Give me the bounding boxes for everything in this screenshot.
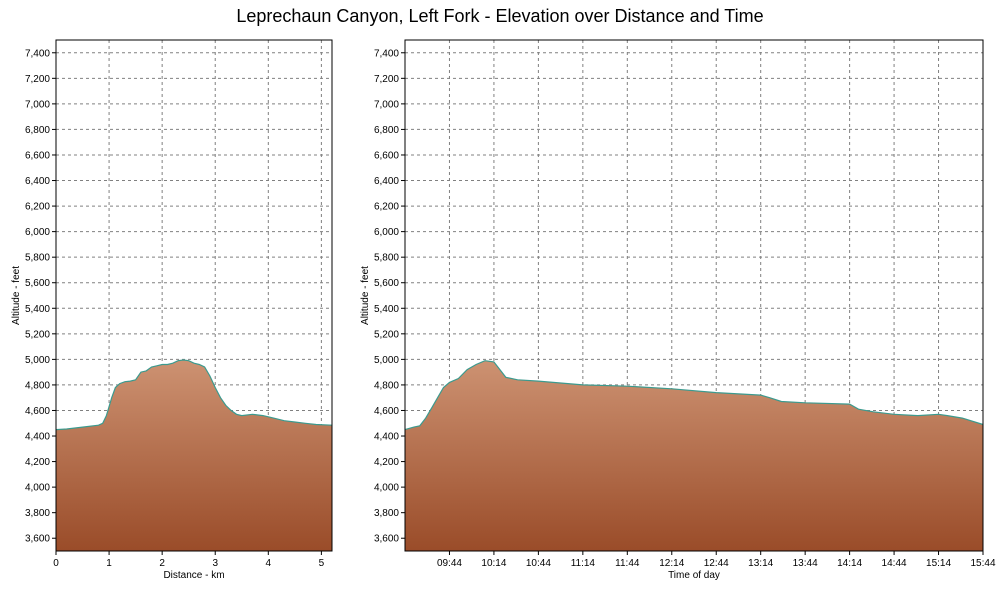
y-axis-title: Altitude - feet bbox=[11, 266, 22, 325]
y-tick-label: 4,200 bbox=[25, 457, 50, 468]
y-axis-title: Altitude - feet bbox=[360, 266, 371, 325]
x-tick-label: 13:44 bbox=[793, 558, 818, 569]
elevation-line bbox=[55, 359, 333, 431]
y-tick-label: 5,200 bbox=[374, 329, 399, 340]
y-tick-label: 5,200 bbox=[25, 329, 50, 340]
x-tick-label: 10:44 bbox=[526, 558, 551, 569]
y-tick-label: 6,600 bbox=[25, 150, 50, 161]
y-tick-label: 7,200 bbox=[374, 74, 399, 85]
y-tick-label: 3,600 bbox=[25, 534, 50, 545]
x-tick-label: 0 bbox=[53, 558, 59, 569]
y-tick-label: 6,000 bbox=[374, 227, 399, 238]
y-tick-label: 5,400 bbox=[25, 304, 50, 315]
y-tick-label: 6,800 bbox=[25, 125, 50, 136]
x-tick-label: 13:14 bbox=[748, 558, 773, 569]
page-title: Leprechaun Canyon, Left Fork - Elevation… bbox=[236, 6, 764, 26]
y-tick-label: 7,400 bbox=[25, 48, 50, 59]
y-tick-label: 6,800 bbox=[374, 125, 399, 136]
x-axis-title: Time of day bbox=[668, 570, 720, 581]
y-tick-label: 5,400 bbox=[374, 304, 399, 315]
y-tick-label: 4,400 bbox=[374, 432, 399, 443]
y-tick-label: 7,400 bbox=[374, 48, 399, 59]
y-tick-label: 5,000 bbox=[25, 355, 50, 366]
y-tick-label: 6,000 bbox=[25, 227, 50, 238]
y-tick-label: 5,800 bbox=[374, 253, 399, 264]
y-tick-label: 6,200 bbox=[25, 202, 50, 213]
y-tick-label: 5,800 bbox=[25, 253, 50, 264]
y-tick-label: 5,000 bbox=[374, 355, 399, 366]
plot-frame bbox=[55, 39, 333, 552]
y-tick-label: 4,800 bbox=[25, 380, 50, 391]
x-tick-label: 09:44 bbox=[437, 558, 462, 569]
x-tick-label: 3 bbox=[212, 558, 218, 569]
y-tick-label: 3,800 bbox=[25, 508, 50, 519]
plot-frame bbox=[404, 39, 984, 552]
x-tick-label: 11:44 bbox=[615, 558, 640, 569]
y-tick-label: 4,200 bbox=[374, 457, 399, 468]
x-tick-label: 11:14 bbox=[571, 558, 596, 569]
x-axis-title: Distance - km bbox=[163, 570, 224, 581]
y-tick-label: 6,600 bbox=[374, 150, 399, 161]
y-tick-label: 4,800 bbox=[374, 380, 399, 391]
x-tick-label: 15:44 bbox=[970, 558, 995, 569]
x-tick-label: 14:44 bbox=[882, 558, 907, 569]
x-tick-label: 12:44 bbox=[704, 558, 729, 569]
x-tick-label: 15:14 bbox=[926, 558, 951, 569]
y-tick-label: 4,000 bbox=[25, 483, 50, 494]
x-tick-label: 2 bbox=[159, 558, 165, 569]
x-tick-label: 10:14 bbox=[481, 558, 506, 569]
elevation-area bbox=[56, 360, 332, 551]
y-tick-label: 4,600 bbox=[374, 406, 399, 417]
y-tick-label: 6,200 bbox=[374, 202, 399, 213]
elevation-line bbox=[404, 360, 984, 431]
time-chart: 3,600 3,800 4,000 4,200 4,400 4,600 4,800 5,000… bbox=[360, 39, 996, 581]
x-tick-label: 12:14 bbox=[659, 558, 684, 569]
y-tick-label: 3,600 bbox=[374, 534, 399, 545]
y-tick-label: 4,000 bbox=[374, 483, 399, 494]
y-tick-label: 6,400 bbox=[374, 176, 399, 187]
y-tick-label: 7,200 bbox=[25, 74, 50, 85]
x-tick-label: 14:14 bbox=[837, 558, 862, 569]
y-tick-label: 5,600 bbox=[25, 278, 50, 289]
distance-chart: 3,600 3,800 4,000 4,200 4,400 4,600 4,800 5,000… bbox=[11, 39, 333, 581]
y-tick-label: 4,400 bbox=[25, 432, 50, 443]
y-tick-label: 7,000 bbox=[25, 99, 50, 110]
y-tick-label: 3,800 bbox=[374, 508, 399, 519]
x-tick-label: 1 bbox=[106, 558, 112, 569]
x-tick-label: 5 bbox=[319, 558, 325, 569]
x-tick-label: 4 bbox=[266, 558, 272, 569]
elevation-area bbox=[405, 360, 983, 551]
y-tick-label: 5,600 bbox=[374, 278, 399, 289]
y-tick-label: 6,400 bbox=[25, 176, 50, 187]
y-tick-label: 4,600 bbox=[25, 406, 50, 417]
y-tick-label: 7,000 bbox=[374, 99, 399, 110]
